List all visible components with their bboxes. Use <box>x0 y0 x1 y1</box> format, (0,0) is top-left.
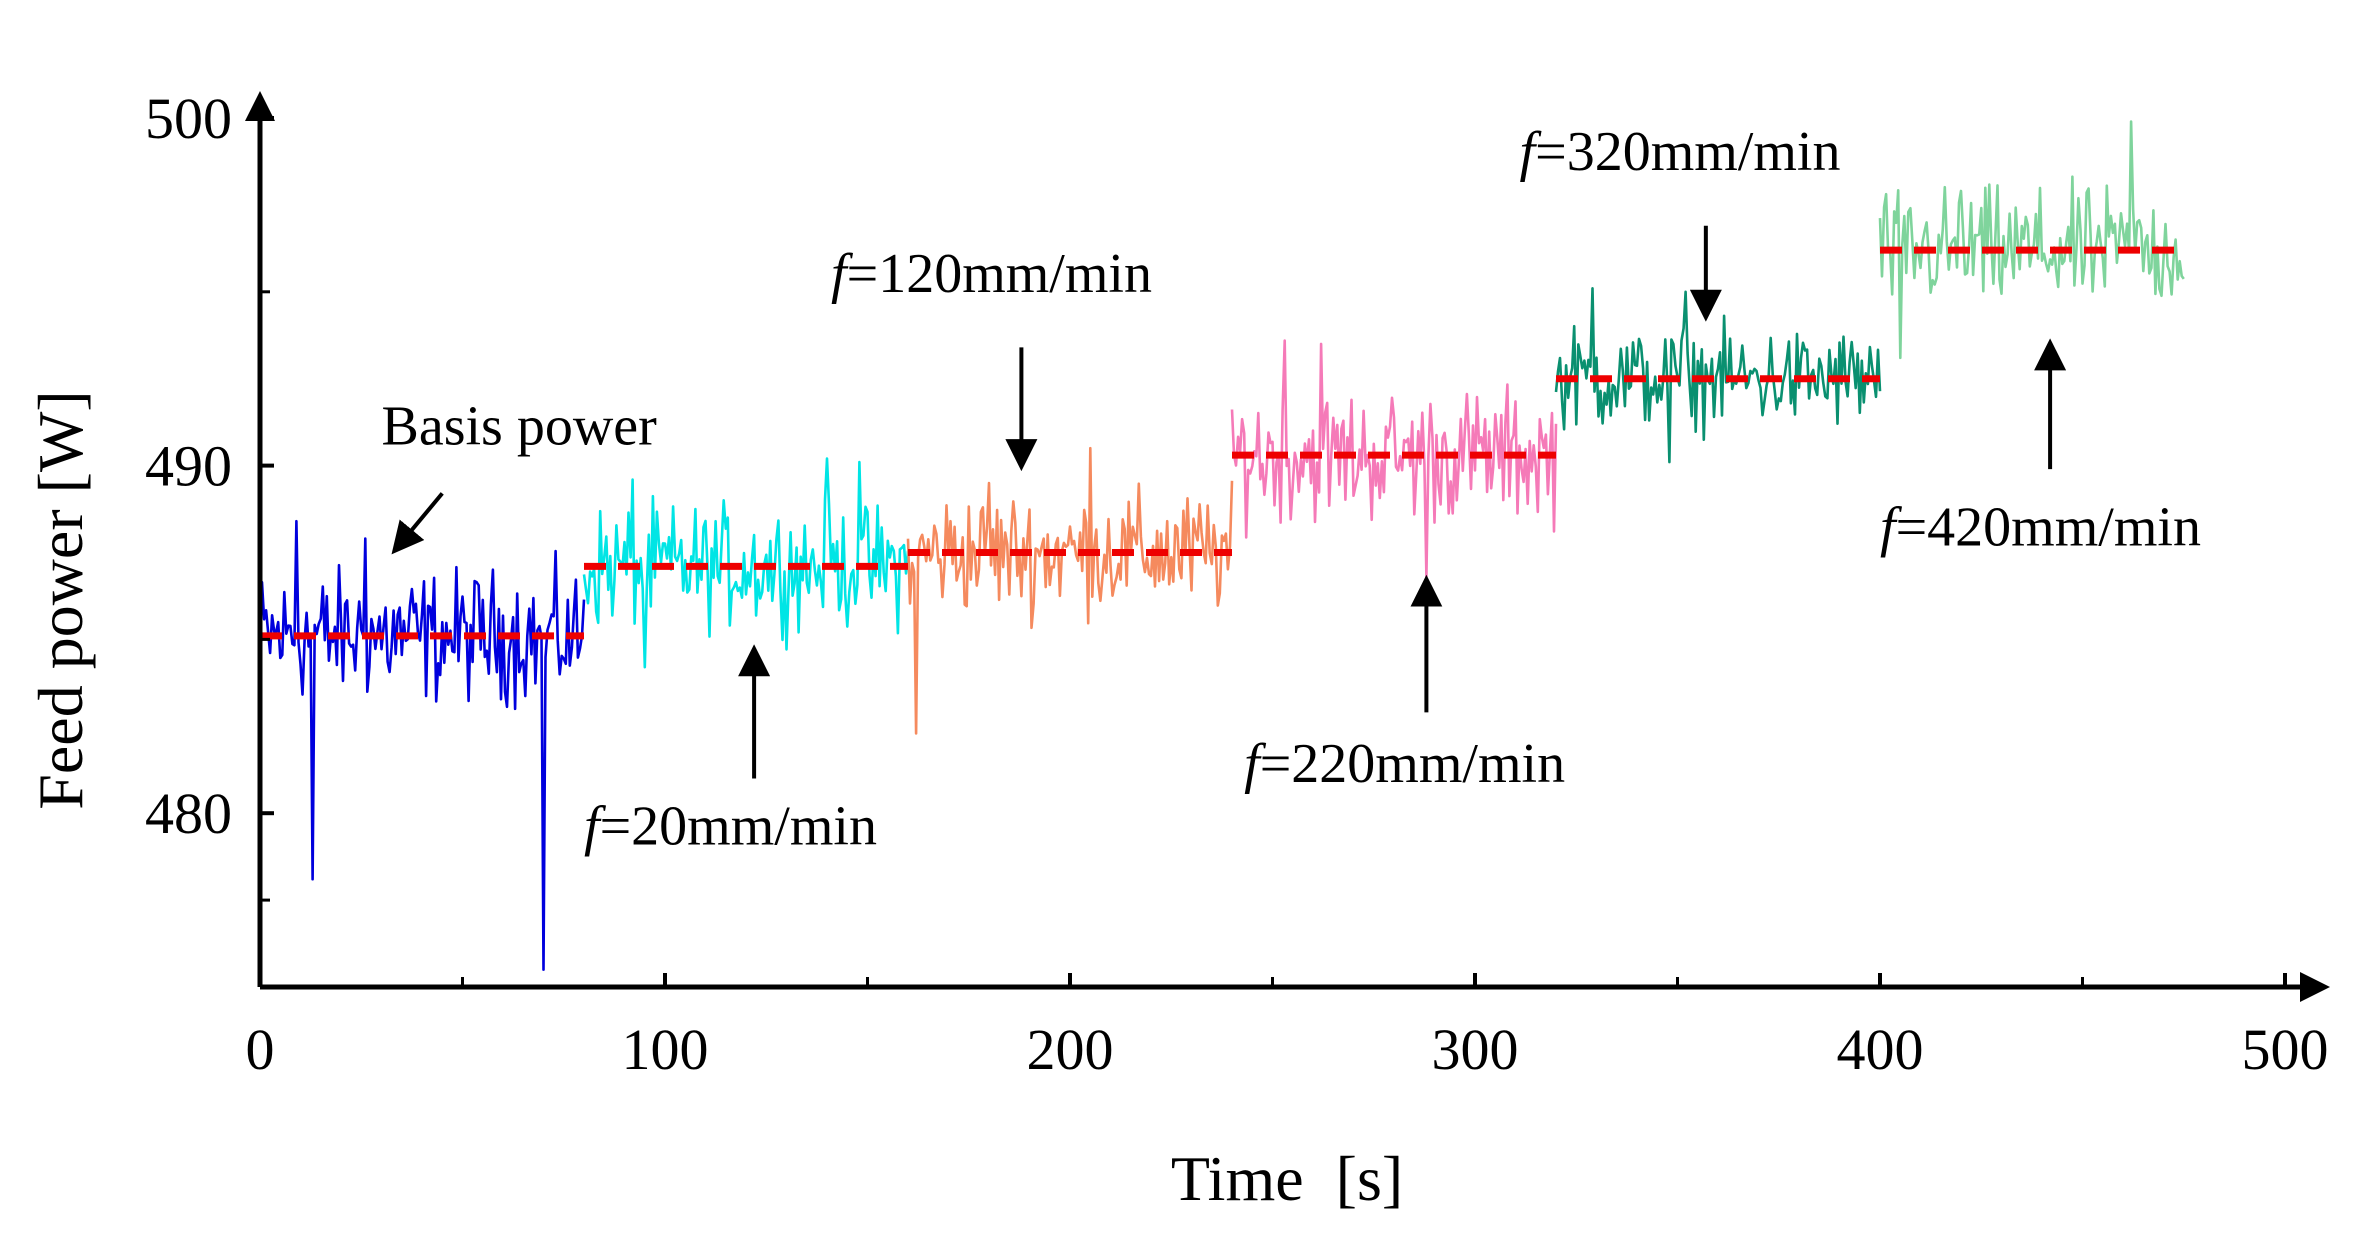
series-line-4 <box>1554 286 1882 464</box>
annotation-label-3: f=220mm/min <box>1244 733 1565 795</box>
tick-layer: 0 100 200 300 400 500 480 490 500 <box>145 86 2329 1082</box>
y-tick-label-480: 480 <box>145 781 232 846</box>
series-line-1 <box>582 457 910 669</box>
annotation-label-4: f=320mm/min <box>1520 121 1841 183</box>
annotation-label-5: f=420mm/min <box>1880 497 2201 559</box>
series-line-0 <box>258 519 586 971</box>
annotation-label-0: Basis power <box>382 396 658 458</box>
series-line-5 <box>1878 120 2185 360</box>
annotation-label-2: f=120mm/min <box>831 243 1152 305</box>
x-tick-label-300: 300 <box>1432 1017 1519 1082</box>
y-axis-title: Feed power [W] <box>25 390 96 809</box>
x-tick-label-100: 100 <box>622 1017 709 1082</box>
annotation-layer: Basis power f=20mm/min f=120mm/min f=220mm/… <box>382 121 2201 857</box>
y-tick-label-490: 490 <box>145 434 232 499</box>
y-tick-label-500: 500 <box>145 86 232 151</box>
x-axis-title: Time [s] <box>1171 1143 1403 1214</box>
x-tick-label-0: 0 <box>246 1017 275 1082</box>
series-line-3 <box>1230 339 1558 579</box>
series-line-2 <box>906 446 1234 735</box>
x-tick-label-200: 200 <box>1027 1017 1114 1082</box>
annotation-label-1: f=20mm/min <box>584 795 877 857</box>
x-tick-label-500: 500 <box>2242 1017 2329 1082</box>
annotation-arrow-0 <box>391 492 444 555</box>
x-tick-label-400: 400 <box>1837 1017 1924 1082</box>
mean-lines-layer <box>260 246 2184 640</box>
